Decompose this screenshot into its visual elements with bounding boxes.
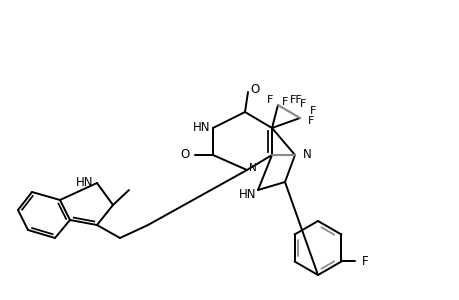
Text: F: F <box>308 116 313 126</box>
Text: O: O <box>180 148 190 160</box>
Text: HN: HN <box>75 176 93 188</box>
Text: F: F <box>309 106 316 116</box>
Text: F: F <box>266 95 272 105</box>
Text: HN: HN <box>238 188 256 200</box>
Text: HN: HN <box>192 121 210 134</box>
Text: O: O <box>249 82 259 95</box>
Text: N: N <box>302 148 311 160</box>
Text: F: F <box>299 99 306 109</box>
Text: F: F <box>281 97 287 107</box>
Text: F: F <box>361 255 367 268</box>
Text: FF: FF <box>289 95 302 105</box>
Text: N: N <box>248 163 256 173</box>
